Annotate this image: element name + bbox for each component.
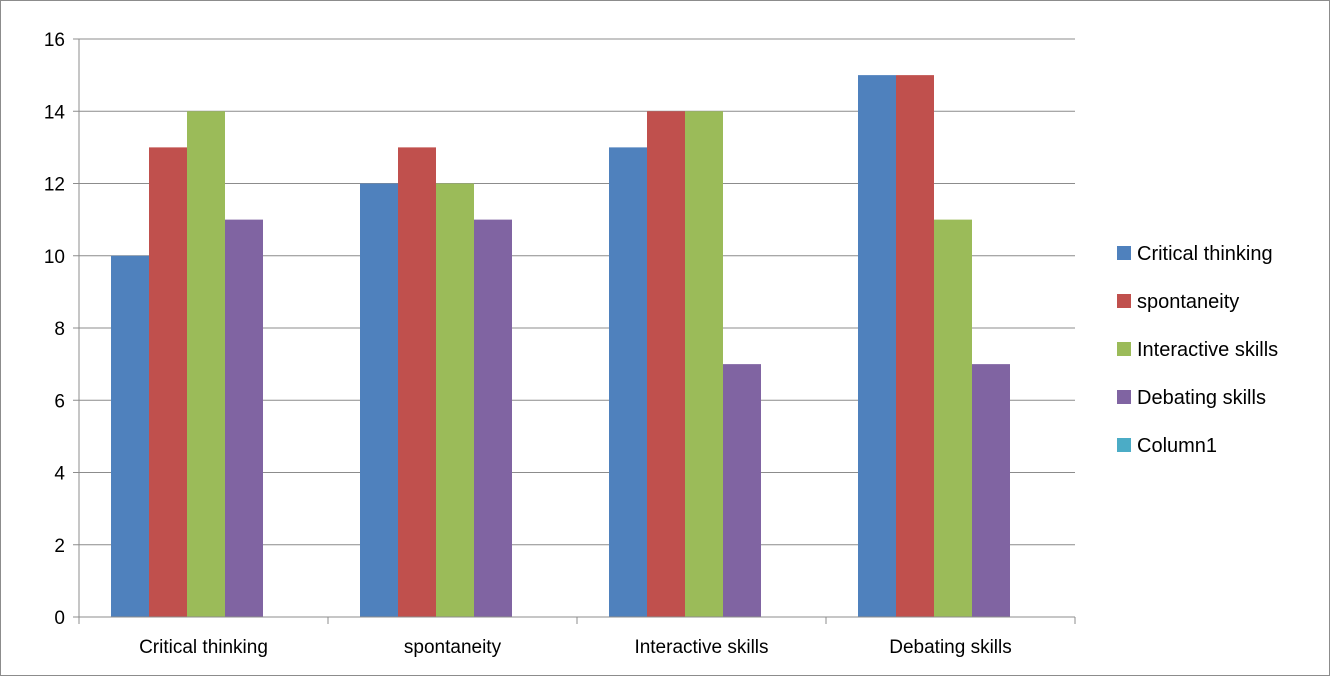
bar-interactive-skills-critical-thinking — [187, 111, 225, 617]
legend-label-spontaneity: spontaneity — [1137, 291, 1239, 313]
bar-critical-thinking-spontaneity — [360, 183, 398, 617]
bar-interactive-skills-debating-skills — [934, 219, 972, 617]
bar-spontaneity-spontaneity — [398, 147, 436, 617]
bar-spontaneity-interactive-skills — [647, 111, 685, 617]
bar-debating-skills-spontaneity — [474, 219, 512, 617]
bar-critical-thinking-critical-thinking — [111, 255, 149, 617]
y-axis-tick-labels: 0 2 4 6 8 10 12 14 16 — [44, 30, 66, 629]
legend-label-interactive-skills: Interactive skills — [1137, 339, 1278, 361]
y-tick-label: 14 — [44, 102, 66, 123]
y-tick-label: 4 — [54, 464, 65, 485]
legend-swatch-spontaneity — [1117, 294, 1131, 308]
legend-swatch-column1 — [1117, 438, 1131, 452]
y-tick-label: 16 — [44, 30, 65, 51]
legend-swatch-critical-thinking — [1117, 246, 1131, 260]
x-axis-tick-labels: Critical thinking spontaneity Interactive … — [139, 637, 1012, 658]
bar-critical-thinking-interactive-skills — [609, 147, 647, 617]
bar-interactive-skills-spontaneity — [436, 183, 474, 617]
legend-label-debating-skills: Debating skills — [1137, 387, 1266, 409]
y-tick-label: 6 — [54, 391, 65, 412]
bar-spontaneity-debating-skills — [896, 75, 934, 617]
bar-debating-skills-critical-thinking — [225, 219, 263, 617]
bars — [111, 75, 1010, 617]
y-tick-label: 12 — [44, 175, 65, 196]
y-tick-label: 2 — [54, 536, 65, 557]
bar-debating-skills-debating-skills — [972, 364, 1010, 617]
legend-label-critical-thinking: Critical thinking — [1137, 243, 1273, 265]
x-tick-label: Interactive skills — [634, 637, 768, 658]
x-tick-label: spontaneity — [404, 637, 502, 658]
legend: Critical thinking spontaneity Interactive … — [1117, 243, 1278, 457]
x-tick-label: Debating skills — [889, 637, 1012, 658]
x-tick-label: Critical thinking — [139, 637, 268, 658]
legend-swatch-debating-skills — [1117, 390, 1131, 404]
bar-spontaneity-critical-thinking — [149, 147, 187, 617]
legend-label-column1: Column1 — [1137, 435, 1217, 457]
legend-swatch-interactive-skills — [1117, 342, 1131, 356]
bar-debating-skills-interactive-skills — [723, 364, 761, 617]
bar-critical-thinking-debating-skills — [858, 75, 896, 617]
axes — [73, 38, 1076, 624]
y-tick-label: 0 — [54, 608, 65, 629]
bar-interactive-skills-interactive-skills — [685, 111, 723, 617]
y-tick-label: 10 — [44, 247, 65, 268]
y-tick-label: 8 — [54, 319, 65, 340]
